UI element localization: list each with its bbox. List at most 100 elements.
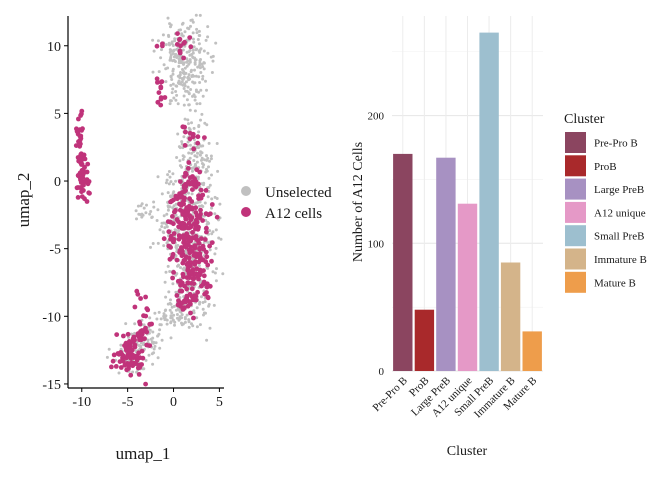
unselected-point bbox=[174, 179, 178, 183]
unselected-point bbox=[136, 204, 140, 208]
unselected-point bbox=[175, 47, 179, 51]
unselected-point bbox=[207, 303, 211, 306]
unselected-point bbox=[124, 322, 128, 326]
legend-key-small-preb bbox=[565, 225, 586, 247]
a12-point bbox=[128, 372, 134, 378]
a12-point bbox=[178, 179, 183, 185]
unselected-point bbox=[210, 173, 213, 177]
legend-label-prob: ProB bbox=[594, 161, 617, 173]
a12-point bbox=[83, 178, 89, 184]
unselected-point bbox=[214, 41, 218, 45]
unselected-point bbox=[161, 33, 165, 37]
legend-key-mature-b bbox=[565, 271, 586, 293]
unselected-point bbox=[171, 182, 175, 186]
unselected-point bbox=[206, 25, 210, 29]
legend-label-pre-pro-b: Pre-Pro B bbox=[594, 138, 638, 150]
unselected-point bbox=[191, 51, 195, 55]
unselected-point bbox=[141, 213, 145, 217]
unselected-point bbox=[166, 264, 170, 268]
a12-point bbox=[143, 313, 149, 319]
a12-points bbox=[73, 31, 220, 387]
unselected-point bbox=[202, 181, 206, 185]
unselected-point bbox=[218, 202, 222, 206]
a12-point bbox=[185, 181, 190, 187]
unselected-point bbox=[187, 92, 191, 96]
a12-point bbox=[145, 307, 151, 313]
unselected-point bbox=[168, 270, 172, 273]
a12-point bbox=[158, 84, 164, 90]
a12-point bbox=[192, 261, 198, 267]
legend-label-unselected: Unselected bbox=[265, 185, 332, 201]
a12-point bbox=[184, 286, 190, 292]
a12-point bbox=[189, 286, 195, 292]
unselected-point bbox=[205, 338, 209, 342]
unselected-point bbox=[172, 304, 176, 308]
a12-point bbox=[187, 213, 193, 218]
unselected-point bbox=[160, 225, 164, 228]
unselected-point bbox=[187, 191, 190, 195]
unselected-point bbox=[165, 178, 169, 182]
unselected-point bbox=[150, 352, 154, 356]
unselected-point bbox=[172, 48, 176, 52]
unselected-point bbox=[191, 324, 195, 328]
unselected-point bbox=[209, 154, 213, 158]
unselected-point bbox=[159, 56, 163, 60]
a12-point bbox=[179, 288, 185, 294]
a12-point bbox=[179, 245, 184, 250]
unselected-point bbox=[156, 208, 160, 212]
unselected-point bbox=[207, 176, 211, 180]
a12-point bbox=[177, 48, 183, 54]
unselected-point bbox=[193, 98, 197, 102]
unselected-point bbox=[198, 50, 202, 54]
a12-point bbox=[184, 207, 189, 212]
bar-y-ticks: 0 100 200 bbox=[368, 111, 385, 378]
unselected-point bbox=[205, 154, 208, 158]
a12-point bbox=[185, 266, 191, 271]
a12-point bbox=[183, 212, 189, 218]
unselected-point bbox=[198, 102, 202, 106]
a12-point bbox=[203, 188, 209, 193]
unselected-point bbox=[160, 48, 163, 52]
unselected-point bbox=[162, 312, 166, 316]
a12-point bbox=[179, 190, 185, 196]
unselected-point bbox=[198, 153, 202, 157]
unselected-point bbox=[221, 272, 225, 276]
unselected-point bbox=[191, 166, 195, 170]
unselected-point bbox=[166, 302, 170, 306]
unselected-point bbox=[215, 142, 219, 145]
a12-point bbox=[82, 164, 87, 170]
a12-point bbox=[137, 319, 142, 325]
unselected-point bbox=[165, 212, 169, 216]
unselected-point bbox=[171, 172, 175, 176]
unselected-point bbox=[192, 56, 195, 60]
a12-point bbox=[127, 344, 133, 349]
umap-x-axis-title: umap_1 bbox=[116, 444, 171, 463]
a12-point bbox=[185, 166, 191, 171]
a12-point bbox=[78, 174, 84, 180]
unselected-point bbox=[169, 314, 173, 318]
unselected-point bbox=[119, 343, 123, 347]
unselected-point bbox=[142, 341, 146, 345]
a12-point bbox=[143, 381, 149, 387]
a12-point bbox=[176, 236, 182, 242]
unselected-point bbox=[149, 210, 153, 213]
unselected-point bbox=[204, 79, 207, 83]
a12-point bbox=[82, 156, 88, 162]
unselected-point bbox=[177, 61, 181, 65]
a12-point bbox=[121, 353, 126, 359]
a12-point bbox=[186, 203, 192, 209]
unselected-point bbox=[182, 155, 186, 159]
unselected-point bbox=[169, 83, 173, 87]
a12-point bbox=[125, 331, 131, 337]
unselected-point bbox=[178, 159, 182, 163]
a12-point bbox=[78, 141, 83, 147]
unselected-point bbox=[195, 306, 199, 310]
unselected-point bbox=[195, 27, 199, 31]
unselected-point bbox=[176, 74, 180, 78]
unselected-point bbox=[183, 320, 187, 324]
unselected-point bbox=[167, 205, 170, 209]
unselected-point bbox=[213, 271, 217, 275]
a12-point bbox=[118, 350, 124, 355]
